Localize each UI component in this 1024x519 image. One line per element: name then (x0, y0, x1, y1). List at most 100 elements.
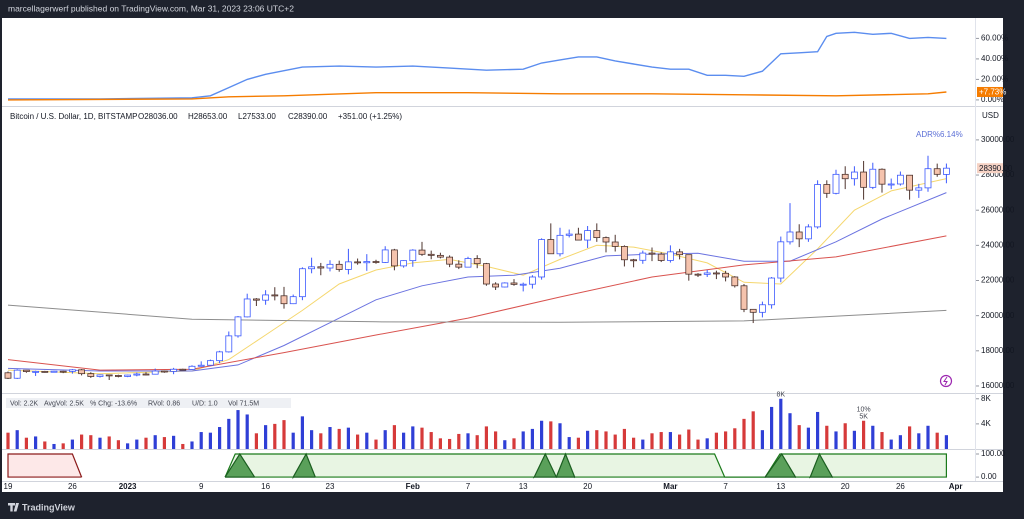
volume-bar (383, 430, 387, 449)
volume-bar (494, 431, 498, 449)
volume-bar (429, 432, 433, 449)
signal-area (292, 452, 316, 480)
volume-bar (411, 426, 415, 449)
volume-bar (89, 435, 93, 449)
candle-body (78, 369, 85, 375)
volume-bar (70, 439, 74, 449)
candle-body (897, 174, 904, 185)
volume-bar (475, 435, 479, 449)
volume-bar (558, 423, 562, 449)
y-tick-label: 30000.00 (981, 135, 1015, 144)
candle-body (740, 285, 748, 310)
candle-body (436, 254, 444, 258)
volume-bar (788, 413, 792, 449)
volume-stat: % Chg: -13.6% (90, 400, 137, 407)
signal-area (532, 452, 558, 479)
adr-label: ADR% (916, 130, 940, 139)
candle-body (105, 374, 113, 377)
volume-bar (365, 432, 369, 449)
candle-body (473, 258, 481, 265)
volume-bar (346, 427, 350, 449)
y-tick-label: 4K (981, 419, 991, 428)
candle-body (400, 260, 408, 267)
volume-bar (678, 434, 682, 449)
volume-bar (733, 428, 737, 449)
volume-bar (291, 432, 295, 449)
candle-body (298, 268, 306, 298)
volume-bar (944, 435, 948, 449)
candle-body (59, 370, 67, 373)
candle-body (575, 233, 582, 241)
alert-icon[interactable] (939, 374, 953, 388)
candle-body (869, 168, 877, 188)
x-tick-label: 23 (326, 482, 335, 491)
volume-stat: Vol: 2.2K (10, 400, 38, 407)
ohlc-value: H28653.00 (188, 112, 228, 121)
volume-bar (319, 433, 323, 449)
volume-bar (190, 441, 194, 449)
candle-body (915, 187, 923, 191)
y-tick-label: 100.00 (981, 449, 1006, 458)
last-value-box (977, 163, 1003, 174)
volume-bar (576, 437, 580, 449)
candle-body (271, 294, 279, 297)
volume-bar (43, 441, 47, 449)
candle-body (657, 253, 665, 261)
volume-bar (80, 434, 84, 449)
candle-body (703, 272, 711, 275)
symbol-title: Bitcoin / U.S. Dollar, 1D, BITSTAMP (10, 112, 137, 121)
volume-bar (604, 431, 608, 449)
ohlc-value: O28036.00 (138, 112, 178, 121)
candle-body (280, 295, 288, 305)
x-tick-label: 9 (199, 482, 204, 491)
volume-bar (199, 432, 203, 449)
volume-bar (880, 432, 884, 449)
x-tick-label: 13 (776, 482, 785, 491)
volume-bar (457, 433, 461, 449)
indicator-line (8, 31, 947, 100)
volume-bar (650, 433, 654, 449)
signal-area (762, 452, 797, 479)
candle-body (832, 173, 840, 194)
candle-body (713, 272, 720, 275)
candle-body (556, 234, 564, 255)
volume-bar (181, 443, 185, 449)
volume-bar (254, 433, 258, 449)
signal-area (555, 452, 577, 479)
volume-bar (374, 439, 378, 449)
volume-bar (466, 433, 470, 449)
candle-body (142, 373, 150, 376)
candle-body (611, 241, 619, 247)
y-tick-label: 22000.00 (981, 276, 1015, 285)
volume-bar (751, 411, 755, 449)
volume-bar (742, 418, 746, 449)
volume-bar (107, 436, 111, 449)
candle-body (676, 251, 683, 256)
volume-bar (908, 426, 912, 449)
x-tick-label: 19 (4, 482, 13, 491)
candle-body (22, 369, 30, 372)
x-tick-label: 7 (723, 482, 728, 491)
candle-body (188, 365, 196, 370)
moving-average (7, 304, 947, 323)
candle-body (851, 171, 858, 180)
adr-value: 6.14% (940, 130, 963, 139)
volume-bar (825, 425, 829, 449)
candle-body (234, 316, 242, 337)
price-unit: USD (982, 111, 999, 120)
x-tick-label: Apr (949, 482, 963, 491)
x-tick-label: 26 (896, 482, 905, 491)
candle-body (860, 171, 867, 188)
volume-bar (770, 406, 774, 449)
y-tick-label: 26000.00 (981, 205, 1015, 214)
candle-body (805, 226, 812, 240)
volume-bar (15, 430, 19, 449)
x-tick-label: 16 (261, 482, 270, 491)
volume-bar (135, 439, 139, 449)
candle-body (906, 174, 913, 191)
signal-area (224, 452, 256, 478)
candle-body (225, 335, 233, 353)
candle-body (317, 266, 325, 269)
candle-body (529, 276, 536, 285)
volume-bar (512, 438, 516, 449)
